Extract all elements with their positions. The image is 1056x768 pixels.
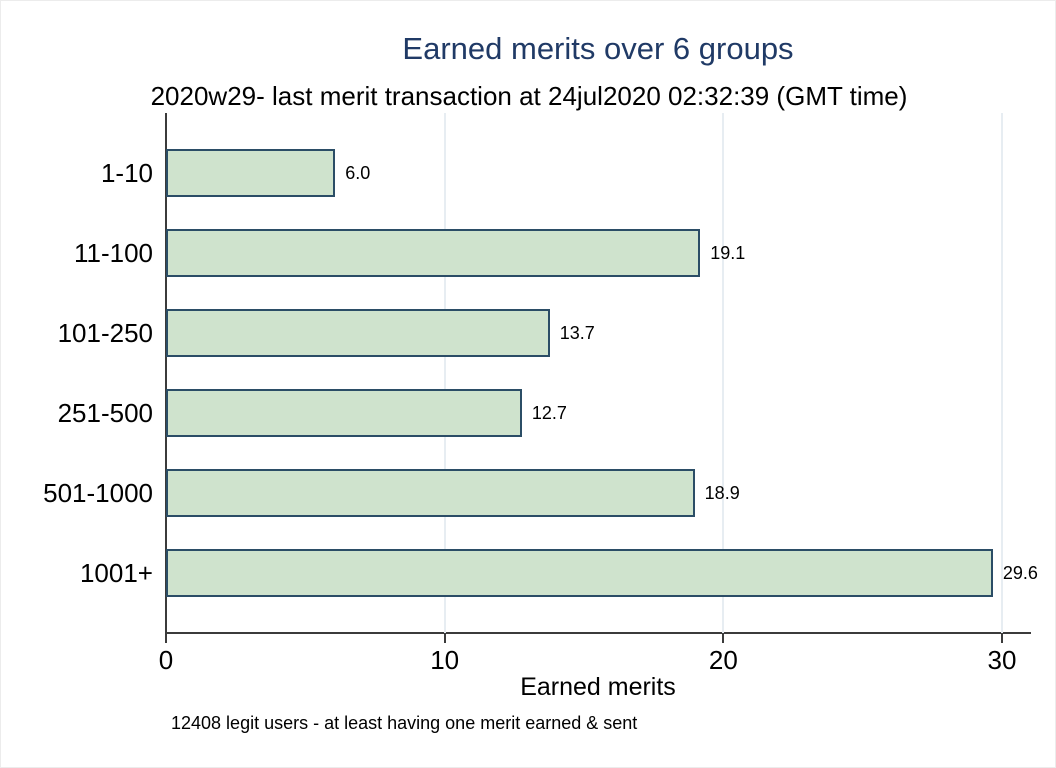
- category-label: 251-500: [57, 398, 153, 428]
- category-label: 101-250: [57, 318, 153, 348]
- chart-note: 12408 legit users - at least having one …: [171, 713, 638, 733]
- bar-value-label: 6.0: [345, 163, 371, 183]
- gridline-x-10: [443, 113, 446, 633]
- x-tick-0: [165, 634, 167, 643]
- x-tick-20: [722, 634, 725, 643]
- category-label: 1001+: [79, 558, 153, 588]
- category-label: 501-1000: [43, 478, 153, 508]
- gridline-x-30: [1001, 113, 1003, 633]
- y-axis-line: [165, 113, 167, 634]
- category-label: 1-10: [100, 158, 153, 188]
- x-tick-label-20: 20: [708, 645, 738, 675]
- bar-value-label: 13.7: [559, 323, 595, 343]
- gridline-x-20: [722, 113, 725, 633]
- bar-value-label: 12.7: [531, 403, 567, 423]
- chart-title: Earned merits over 6 groups: [402, 31, 794, 66]
- bar-value-label: 18.9: [704, 483, 740, 503]
- bar: [166, 389, 522, 437]
- bar: [166, 229, 701, 277]
- category-label: 11-100: [73, 238, 153, 268]
- chart-subtitle: 2020w29- last merit transaction at 24jul…: [150, 81, 908, 111]
- bar: [166, 149, 336, 197]
- x-tick-10: [443, 634, 446, 643]
- x-tick-label-30: 30: [987, 645, 1017, 675]
- x-axis-title: Earned merits: [520, 673, 676, 701]
- x-axis-line: [165, 632, 1031, 634]
- x-tick-30: [1001, 634, 1003, 643]
- bar: [166, 549, 993, 597]
- bar: [166, 309, 550, 357]
- bar: [166, 469, 695, 517]
- bar-value-label: 29.6: [1002, 563, 1038, 583]
- x-tick-label-0: 0: [158, 645, 174, 675]
- x-tick-label-10: 10: [430, 645, 460, 675]
- bar-value-label: 19.1: [710, 243, 746, 263]
